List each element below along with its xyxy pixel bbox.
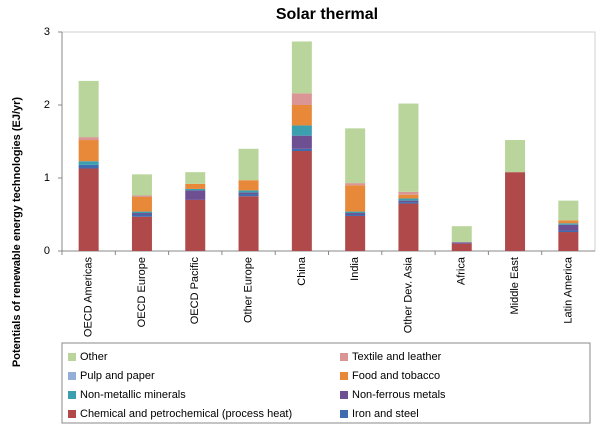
legend-swatch <box>340 353 348 361</box>
bar-segment <box>398 191 419 195</box>
x-tick-label: Other Dev. Asia <box>402 256 414 333</box>
bar-segment <box>131 196 152 212</box>
bar-segment <box>398 200 419 203</box>
bar-segment <box>398 202 419 204</box>
legend-swatch <box>340 410 348 418</box>
bar-segment <box>131 211 152 214</box>
bar-segment <box>78 80 99 138</box>
bar-segment <box>131 214 152 217</box>
bar-segment <box>398 103 419 192</box>
bar-segment <box>78 140 99 162</box>
bar-segment <box>345 128 366 184</box>
x-tick-label: OECD Americas <box>83 257 95 338</box>
bar-segment <box>291 105 312 126</box>
bar-segment <box>78 161 99 165</box>
bar-segment <box>558 232 579 251</box>
chart-title: Solar thermal <box>276 6 378 23</box>
bar-segment <box>398 194 419 199</box>
bar-segment <box>345 185 366 212</box>
bar-segment <box>291 135 312 149</box>
legend-swatch <box>340 391 348 399</box>
legend-label: Non-ferrous metals <box>352 389 446 401</box>
bar-segment <box>185 172 206 184</box>
x-tick-label: India <box>349 256 361 281</box>
legend-label: Non-metallic minerals <box>80 389 186 401</box>
bar-segment <box>291 148 312 151</box>
legend-swatch <box>68 410 76 418</box>
bar-segment <box>185 183 206 189</box>
bar-segment <box>185 199 206 251</box>
bar-segment <box>398 198 419 201</box>
x-tick-label: Middle East <box>509 257 521 314</box>
bar-segment <box>238 190 259 193</box>
legend-label: Iron and steel <box>352 408 419 420</box>
bar-segment <box>451 242 472 244</box>
legend-swatch <box>340 372 348 380</box>
bar-segment <box>345 183 366 186</box>
bar-segment <box>558 200 579 221</box>
legend-label: Textile and leather <box>352 351 442 363</box>
bar-segment <box>505 140 526 173</box>
legend-label: Food and tobacco <box>352 370 440 382</box>
legend-label: Pulp and paper <box>80 370 155 382</box>
bar-segment <box>238 180 259 191</box>
bar-segment <box>238 148 259 181</box>
bar-segment <box>238 196 259 251</box>
y-axis-title: Potentials of renewable energy technolog… <box>11 97 23 368</box>
bar-segment <box>78 137 99 141</box>
x-tick-label: OECD Pacific <box>189 257 201 325</box>
bar-segment <box>558 223 579 225</box>
bar-segment <box>558 224 579 231</box>
bar-segment <box>131 174 152 196</box>
bar-segment <box>78 168 99 251</box>
bar-segment <box>291 150 312 251</box>
y-tick-label: 1 <box>44 172 50 184</box>
y-tick-label: 3 <box>44 26 50 38</box>
bar-segment <box>131 195 152 197</box>
bar-segment <box>238 194 259 197</box>
bar-segment <box>451 243 472 251</box>
x-tick-label: Latin America <box>562 256 574 324</box>
legend-swatch <box>68 391 76 399</box>
bar-segment <box>185 190 206 200</box>
y-tick-label: 0 <box>44 245 50 257</box>
x-tick-label: Africa <box>456 256 468 285</box>
bar-segment <box>291 93 312 105</box>
bar-segment <box>345 213 366 215</box>
bar-segment <box>291 125 312 136</box>
x-tick-label: China <box>296 256 308 286</box>
legend-label: Chemical and petrochemical (process heat… <box>80 408 292 420</box>
bar-segment <box>558 230 579 233</box>
bar-segment <box>451 226 472 243</box>
x-tick-label: Other Europe <box>242 257 254 323</box>
bar-segment <box>345 211 366 214</box>
y-tick-label: 2 <box>44 99 50 111</box>
legend-swatch <box>68 372 76 380</box>
bar-segment <box>398 203 419 251</box>
bar-segment <box>78 164 99 169</box>
bar-segment <box>291 41 312 94</box>
bar-segment <box>185 188 206 191</box>
bar-segment <box>558 220 579 224</box>
legend-swatch <box>68 353 76 361</box>
bar-segment <box>505 172 526 251</box>
legend-label: Other <box>80 351 108 363</box>
bar-segment <box>131 216 152 251</box>
legend-box <box>61 342 591 424</box>
x-tick-label: OECD Europe <box>136 257 148 327</box>
bar-segment <box>345 215 366 251</box>
bar-segment <box>345 214 366 216</box>
bar-segment <box>131 213 152 215</box>
bar-segment <box>238 192 259 195</box>
